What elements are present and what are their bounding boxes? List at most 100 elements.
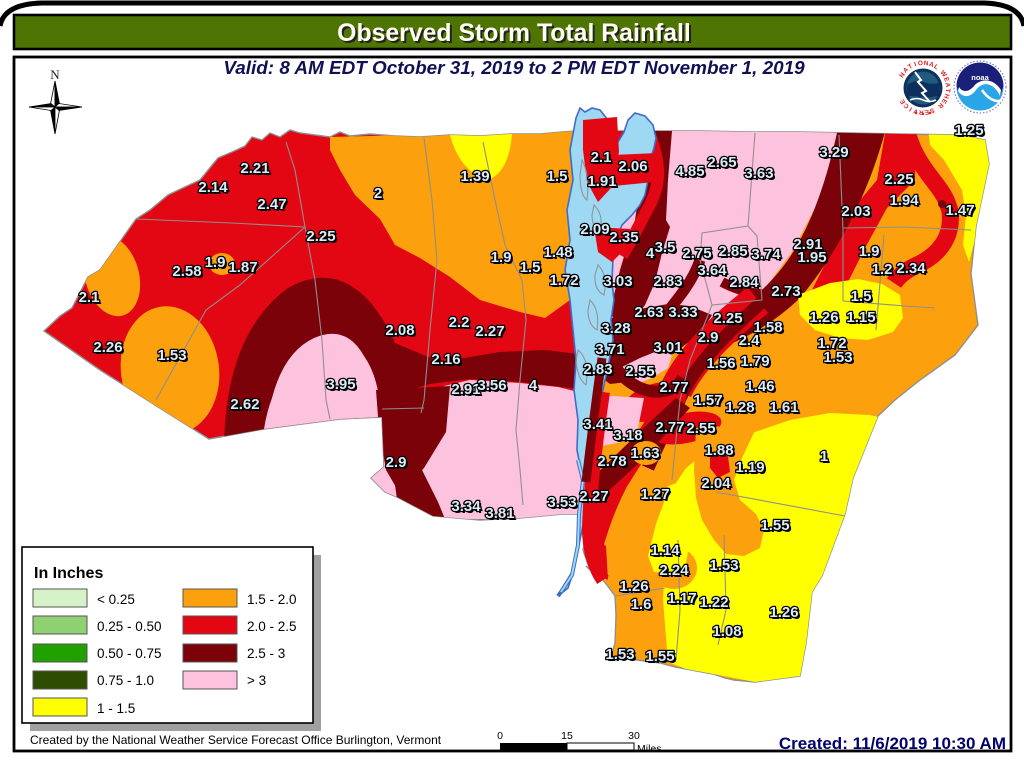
svg-text:3.28: 3.28: [601, 320, 630, 337]
svg-text:4: 4: [648, 247, 657, 264]
svg-text:4: 4: [529, 377, 538, 394]
svg-text:2.27: 2.27: [477, 325, 506, 342]
svg-text:1.53: 1.53: [607, 648, 636, 665]
svg-text:2.9: 2.9: [386, 454, 407, 471]
svg-text:3.18: 3.18: [613, 427, 642, 444]
svg-text:2.62: 2.62: [232, 398, 261, 415]
svg-text:Miles: Miles: [637, 743, 662, 755]
svg-text:2.83: 2.83: [655, 275, 684, 292]
svg-text:3.41: 3.41: [583, 416, 612, 433]
svg-text:2.1: 2.1: [79, 289, 100, 306]
svg-text:2.35: 2.35: [611, 231, 640, 248]
svg-text:2.65: 2.65: [709, 156, 738, 173]
svg-text:2.65: 2.65: [707, 154, 736, 171]
svg-text:1.87: 1.87: [228, 259, 257, 276]
svg-text:1 - 1.5: 1 - 1.5: [97, 701, 135, 716]
svg-text:2.16: 2.16: [431, 351, 460, 368]
svg-text:1.5: 1.5: [549, 170, 570, 187]
svg-text:1.47: 1.47: [947, 204, 976, 221]
svg-text:2.27: 2.27: [579, 488, 608, 505]
svg-text:1.53: 1.53: [157, 347, 186, 364]
svg-text:3.53: 3.53: [549, 496, 578, 513]
svg-text:1.91: 1.91: [589, 175, 618, 192]
svg-text:2.73: 2.73: [773, 285, 802, 302]
svg-text:3.03: 3.03: [605, 275, 634, 292]
svg-text:1.39: 1.39: [462, 170, 491, 187]
svg-text:3.81: 3.81: [485, 505, 514, 522]
svg-text:2.85: 2.85: [720, 245, 749, 262]
svg-text:1.19: 1.19: [737, 461, 766, 478]
svg-text:2.34: 2.34: [896, 260, 926, 277]
svg-text:2.06: 2.06: [620, 160, 649, 177]
svg-text:V: V: [912, 107, 919, 115]
svg-text:A: A: [902, 66, 910, 75]
svg-text:2.27: 2.27: [475, 323, 504, 340]
svg-text:1.56: 1.56: [706, 355, 735, 372]
svg-text:2.25: 2.25: [886, 173, 915, 190]
svg-text:0.25 - 0.50: 0.25 - 0.50: [97, 619, 162, 634]
svg-text:1.57: 1.57: [695, 394, 724, 411]
svg-text:4.85: 4.85: [675, 163, 704, 180]
svg-text:3.64: 3.64: [699, 264, 729, 281]
svg-text:< 0.25: < 0.25: [97, 592, 135, 607]
svg-text:2.91: 2.91: [793, 236, 822, 253]
svg-text:3.53: 3.53: [547, 494, 576, 511]
svg-text:2.27: 2.27: [581, 490, 610, 507]
svg-text:0.50 - 0.75: 0.50 - 0.75: [97, 646, 162, 661]
svg-text:3.01: 3.01: [653, 339, 682, 356]
svg-text:4: 4: [646, 245, 655, 262]
svg-text:1.2: 1.2: [874, 263, 895, 280]
svg-text:2.25: 2.25: [884, 171, 913, 188]
svg-text:1.25: 1.25: [956, 124, 985, 141]
svg-text:2.06: 2.06: [618, 158, 647, 175]
svg-text:1.9: 1.9: [859, 243, 880, 260]
svg-text:1.91: 1.91: [587, 173, 616, 190]
svg-text:3.34: 3.34: [451, 498, 481, 515]
svg-text:3.71: 3.71: [595, 341, 624, 358]
svg-text:1.55: 1.55: [762, 519, 791, 536]
svg-text:1.9: 1.9: [205, 254, 226, 271]
svg-text:R: R: [918, 108, 923, 115]
svg-text:2.34: 2.34: [898, 262, 928, 279]
svg-text:1.9: 1.9: [491, 249, 512, 266]
svg-text:E: E: [923, 108, 929, 116]
svg-text:4.85: 4.85: [677, 165, 706, 182]
svg-text:1.14: 1.14: [650, 542, 680, 559]
svg-text:2.55: 2.55: [625, 363, 654, 380]
svg-text:I: I: [913, 61, 917, 68]
svg-text:2.58: 2.58: [172, 263, 201, 280]
svg-text:0.75 - 1.0: 0.75 - 1.0: [97, 673, 154, 688]
svg-text:2.4: 2.4: [739, 332, 761, 349]
svg-text:1.19: 1.19: [735, 459, 764, 476]
svg-text:1.95: 1.95: [799, 251, 828, 268]
svg-text:3.33: 3.33: [668, 304, 697, 321]
svg-text:2.25: 2.25: [713, 310, 742, 327]
svg-text:2.2: 2.2: [451, 316, 472, 333]
svg-text:2.03: 2.03: [843, 205, 872, 222]
svg-text:1.6: 1.6: [631, 596, 652, 613]
svg-text:1.5: 1.5: [547, 168, 568, 185]
svg-text:S: S: [928, 106, 935, 114]
svg-text:2.09: 2.09: [580, 221, 609, 238]
svg-text:T: T: [944, 88, 951, 93]
svg-text:1.28: 1.28: [725, 399, 754, 416]
svg-text:3.18: 3.18: [615, 429, 644, 446]
svg-text:1.53: 1.53: [825, 351, 854, 368]
svg-text:2.1: 2.1: [81, 291, 102, 308]
svg-text:1.55: 1.55: [647, 650, 676, 667]
svg-text:1.48: 1.48: [543, 244, 572, 261]
svg-text:1.87: 1.87: [230, 261, 259, 278]
svg-text:E: E: [939, 97, 948, 105]
svg-text:2.09: 2.09: [582, 223, 611, 240]
svg-text:N: N: [898, 71, 907, 79]
svg-text:1.47: 1.47: [945, 202, 974, 219]
svg-text:1.61: 1.61: [769, 399, 798, 416]
svg-text:1.53: 1.53: [823, 349, 852, 366]
svg-text:2.63: 2.63: [636, 306, 665, 323]
svg-text:2.75: 2.75: [684, 247, 713, 264]
svg-text:1.22: 1.22: [699, 594, 728, 611]
svg-text:3.29: 3.29: [819, 144, 848, 161]
svg-text:1.2: 1.2: [872, 261, 893, 278]
svg-text:3.29: 3.29: [821, 146, 850, 163]
svg-text:2.77: 2.77: [657, 421, 686, 438]
